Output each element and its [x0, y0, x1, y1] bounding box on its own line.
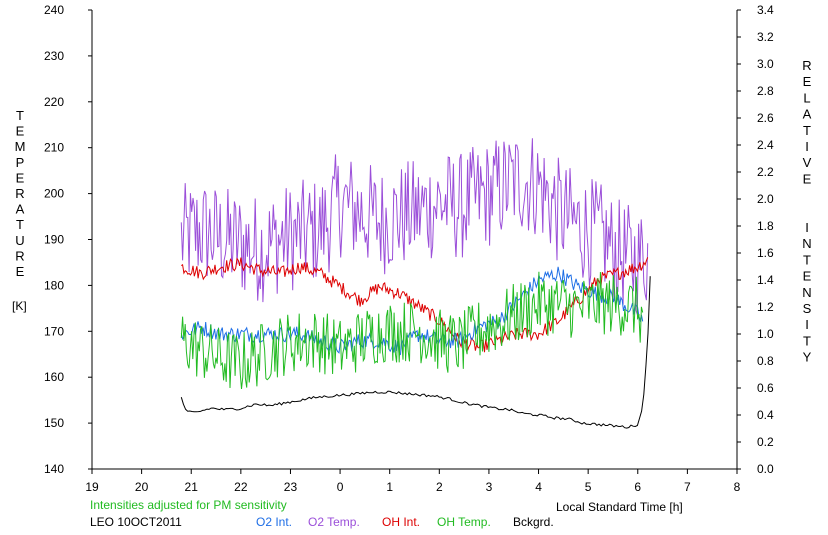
left-tick-label: 140 [44, 462, 64, 476]
right-tick-label: 3.0 [757, 57, 774, 71]
right-tick-label: 0.4 [757, 408, 774, 422]
left-axis-unit: [K] [12, 299, 27, 313]
left-tick-label: 210 [44, 141, 64, 155]
legend-item-o2-temp: O2 Temp. [308, 515, 360, 529]
left-tick-label: 150 [44, 416, 64, 430]
x-tick-label: 19 [85, 480, 99, 494]
right-tick-label: 2.6 [757, 111, 774, 125]
x-tick-label: 4 [535, 480, 542, 494]
left-tick-label: 170 [44, 324, 64, 338]
legend-item-oh-temp: OH Temp. [437, 515, 491, 529]
right-axis-ticks: 3.4 3.2 3.0 2.8 2.6 2.4 2.2 2.0 1.8 1.6 1.4 1.2 1.0 0… [737, 3, 774, 476]
right-tick-label: 1.0 [757, 327, 774, 341]
x-tick-label: 8 [734, 480, 741, 494]
left-tick-label: 200 [44, 187, 64, 201]
right-tick-label: 2.0 [757, 192, 774, 206]
legend: O2 Int. O2 Temp. OH Int. OH Temp. Bckgrd. [0, 515, 828, 533]
right-tick-label: 1.6 [757, 246, 774, 260]
legend-item-bckgrd: Bckgrd. [513, 515, 554, 529]
station-date-label: LEO 10OCT2011 [90, 515, 182, 529]
x-axis-title: Local Standard Time [h] [556, 500, 683, 514]
x-tick-label: 23 [284, 480, 298, 494]
right-tick-label: 1.2 [757, 300, 774, 314]
x-tick-label: 21 [185, 480, 199, 494]
right-tick-label: 0.0 [757, 462, 774, 476]
right-tick-label: 2.8 [757, 84, 774, 98]
right-tick-label: 0.2 [757, 435, 774, 449]
series-line-oh-temp [180, 271, 644, 389]
x-axis-ticks: 19 20 21 22 23 0 1 2 3 4 5 6 7 8 [85, 469, 741, 494]
right-tick-label: 3.2 [757, 30, 774, 44]
x-tick-label: 2 [436, 480, 443, 494]
left-axis-ticks: 240 230 220 210 200 190 180 170 160 150 140 [44, 3, 92, 476]
x-tick-label: 7 [684, 480, 691, 494]
left-tick-label: 230 [44, 49, 64, 63]
left-tick-label: 220 [44, 95, 64, 109]
left-tick-label: 160 [44, 370, 64, 384]
x-tick-label: 5 [585, 480, 592, 494]
series-line-o2-temp [180, 138, 649, 315]
right-tick-label: 3.4 [757, 3, 774, 17]
right-tick-label: 2.2 [757, 165, 774, 179]
series-layer [180, 138, 651, 429]
x-tick-label: 20 [135, 480, 149, 494]
x-tick-label: 1 [386, 480, 393, 494]
legend-item-oh-int: OH Int. [382, 515, 421, 529]
legend-item-o2-int: O2 Int. [256, 515, 293, 529]
right-tick-label: 0.6 [757, 381, 774, 395]
left-tick-label: 190 [44, 233, 64, 247]
sensitivity-note: Intensities adjusted for PM sensitivity [90, 498, 287, 512]
right-tick-label: 2.4 [757, 138, 774, 152]
right-tick-label: 0.8 [757, 354, 774, 368]
left-tick-label: 180 [44, 278, 64, 292]
left-tick-label: 240 [44, 3, 64, 17]
x-tick-label: 0 [337, 480, 344, 494]
series-line-o2-int [180, 266, 644, 357]
x-tick-label: 3 [486, 480, 493, 494]
x-tick-label: 6 [634, 480, 641, 494]
x-tick-label: 22 [234, 480, 248, 494]
right-tick-label: 1.8 [757, 219, 774, 233]
right-tick-label: 1.4 [757, 273, 774, 287]
series-line-bckgrd [180, 276, 651, 429]
